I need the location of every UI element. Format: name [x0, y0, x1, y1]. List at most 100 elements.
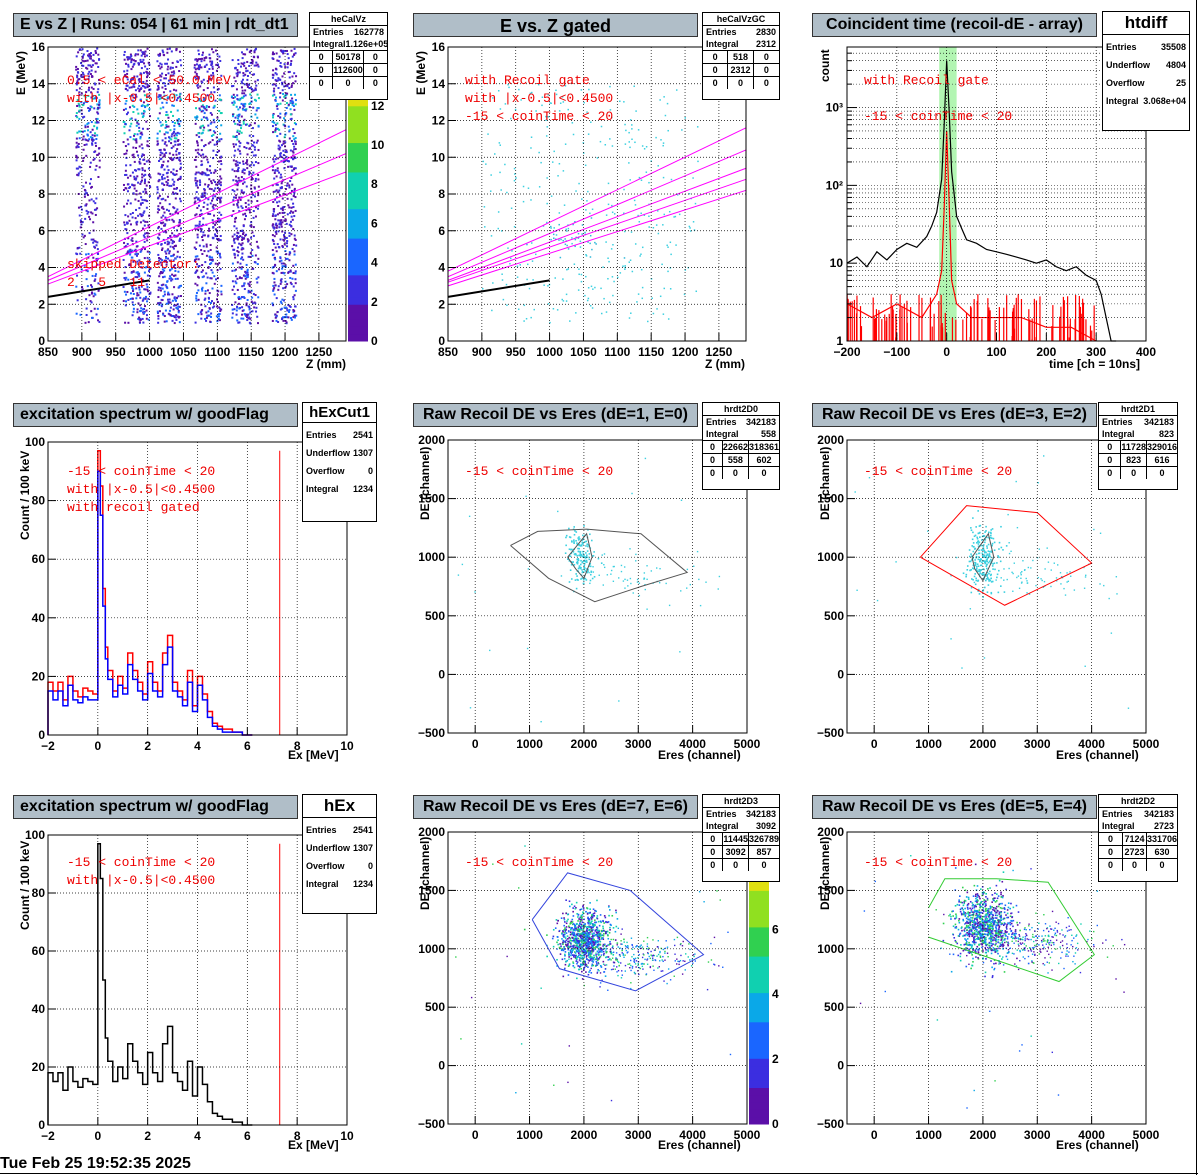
heatmap-cell [161, 287, 164, 290]
heatmap-cell [283, 243, 286, 246]
heatmap-cell [146, 288, 149, 291]
scatter-point [1110, 632, 1113, 634]
scatter-point [652, 227, 655, 229]
palette-cell [348, 120, 368, 129]
scatter-point [573, 966, 576, 969]
heatmap-cell [193, 246, 196, 249]
heatmap-cell [231, 312, 234, 315]
heatmap-cell [157, 180, 160, 183]
scatter-point [981, 561, 983, 564]
y-tick-label: 60 [32, 944, 46, 958]
scatter-point [607, 182, 610, 185]
heatmap-cell [159, 74, 162, 77]
scatter-point [629, 179, 631, 181]
heatmap-cell [76, 247, 79, 250]
heatmap-cell [215, 221, 218, 224]
scatter-point [979, 524, 982, 527]
heatmap-cell [138, 145, 141, 148]
heatmap-cell [146, 300, 149, 303]
palette-tick-label: 10 [371, 138, 385, 152]
heatmap-cell [161, 101, 164, 104]
heatmap-cell [220, 196, 223, 199]
stats-row: Integral 2312 [706, 39, 776, 49]
scatter-point [980, 544, 983, 547]
heatmap-cell [160, 222, 163, 225]
x-tick-label: 1000 [136, 345, 163, 359]
heatmap-cell [127, 183, 130, 186]
scatter-point [1010, 550, 1012, 553]
heatmap-cell [281, 221, 284, 224]
scatter-point [1008, 567, 1010, 570]
heatmap-cell [253, 122, 256, 125]
y-tick-label: 10 [32, 150, 46, 164]
scatter-point [572, 551, 575, 553]
heatmap-cell [170, 110, 173, 113]
scatter-point [596, 959, 599, 962]
heatmap-cell [166, 113, 169, 116]
heatmap-cell [243, 313, 246, 316]
scatter-point [990, 534, 992, 537]
heatmap-cell [160, 227, 163, 230]
scatter-point [971, 567, 974, 569]
scatter-point [562, 239, 564, 242]
palette-tick-label: 4 [371, 256, 378, 270]
pad-coincident-time: −200 −100 0 100 200 300 400 1 10 10² 10³ Coinciden… [800, 0, 1198, 390]
scatter-point [576, 947, 579, 949]
scatter-point [568, 900, 571, 903]
heatmap-cell [286, 245, 289, 248]
heatmap-cell [90, 291, 93, 294]
scatter-point [662, 142, 665, 144]
heatmap-cell [169, 157, 172, 160]
x-axis-label: Z (mm) [306, 357, 346, 371]
heatmap-cell [195, 77, 198, 80]
heatmap-cell [272, 51, 275, 54]
heatmap-cell [173, 173, 176, 176]
scatter-point [552, 307, 555, 310]
heatmap-cell [171, 242, 174, 245]
heatmap-cell [236, 199, 239, 202]
heatmap-cell [135, 245, 138, 248]
x-tick-label: 8 [294, 1129, 301, 1143]
heatmap-cell [129, 95, 132, 98]
scatter-point [560, 949, 563, 952]
heatmap-cell [90, 238, 93, 241]
heatmap-cell [175, 229, 178, 232]
scatter-point [689, 230, 692, 232]
heatmap-cell [158, 54, 161, 57]
heatmap-cell [178, 305, 181, 308]
heatmap-cell [243, 92, 246, 95]
heatmap-cell [159, 301, 162, 304]
heatmap-cell [168, 137, 171, 140]
heatmap-cell [173, 180, 176, 183]
heatmap-cell [218, 187, 221, 190]
heatmap-cell [197, 275, 200, 278]
heatmap-cell [158, 148, 161, 151]
scatter-point [591, 930, 593, 933]
heatmap-cell [84, 321, 87, 324]
heatmap-cell [171, 66, 174, 69]
heatmap-cell [241, 309, 244, 312]
heatmap-cell [256, 263, 259, 266]
heatmap-cell [167, 65, 170, 68]
heatmap-cell [179, 99, 182, 102]
heatmap-cell [168, 313, 171, 316]
heatmap-cell [147, 297, 150, 300]
scatter-point [568, 536, 571, 538]
scatter-point [589, 908, 591, 910]
scatter-point [587, 570, 589, 573]
heatmap-cell [87, 94, 90, 97]
heatmap-cell [204, 317, 207, 320]
heatmap-cell [145, 79, 148, 82]
scatter-point [664, 114, 667, 117]
heatmap-cell [144, 50, 147, 53]
scatter-point [971, 545, 974, 547]
scatter-point [988, 531, 990, 534]
heatmap-cell [236, 188, 239, 191]
heatmap-cell [285, 102, 288, 105]
heatmap-cell [203, 97, 206, 100]
scatter-point [604, 975, 607, 977]
heatmap-cell [95, 208, 98, 211]
heatmap-cell [275, 183, 278, 186]
